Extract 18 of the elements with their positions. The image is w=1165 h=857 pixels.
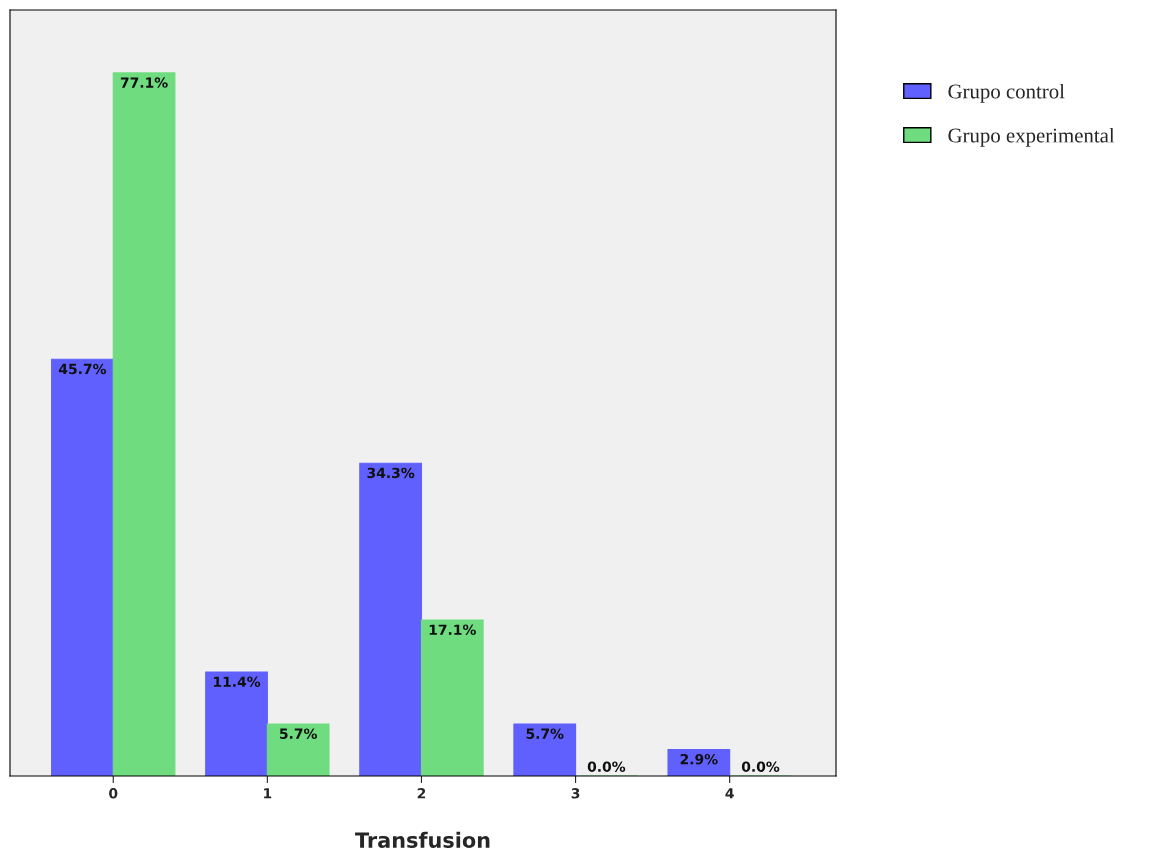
legend-label: Grupo experimental (948, 127, 1115, 147)
data-label: 77.1% (120, 77, 168, 88)
data-label: 45.7% (58, 363, 107, 375)
x-tick-label: 0 (109, 788, 118, 799)
data-label: 17.1% (429, 624, 476, 635)
x-axis-title: Transfusion (355, 831, 490, 848)
data-label: 0.0% (741, 761, 780, 772)
x-tick-label: 3 (571, 788, 580, 799)
legend-label: Grupo control (948, 83, 1065, 103)
data-label: 2.9% (680, 753, 718, 765)
data-label: 5.7% (279, 728, 317, 739)
x-tick-label: 4 (725, 788, 734, 799)
data-label: 11.4% (214, 676, 261, 687)
data-label: 0.0% (587, 761, 626, 772)
data-label: 5.7% (526, 728, 564, 739)
x-tick-label: 2 (417, 788, 426, 799)
data-label: 34.3% (367, 467, 415, 479)
x-tick-label: 1 (264, 788, 272, 799)
